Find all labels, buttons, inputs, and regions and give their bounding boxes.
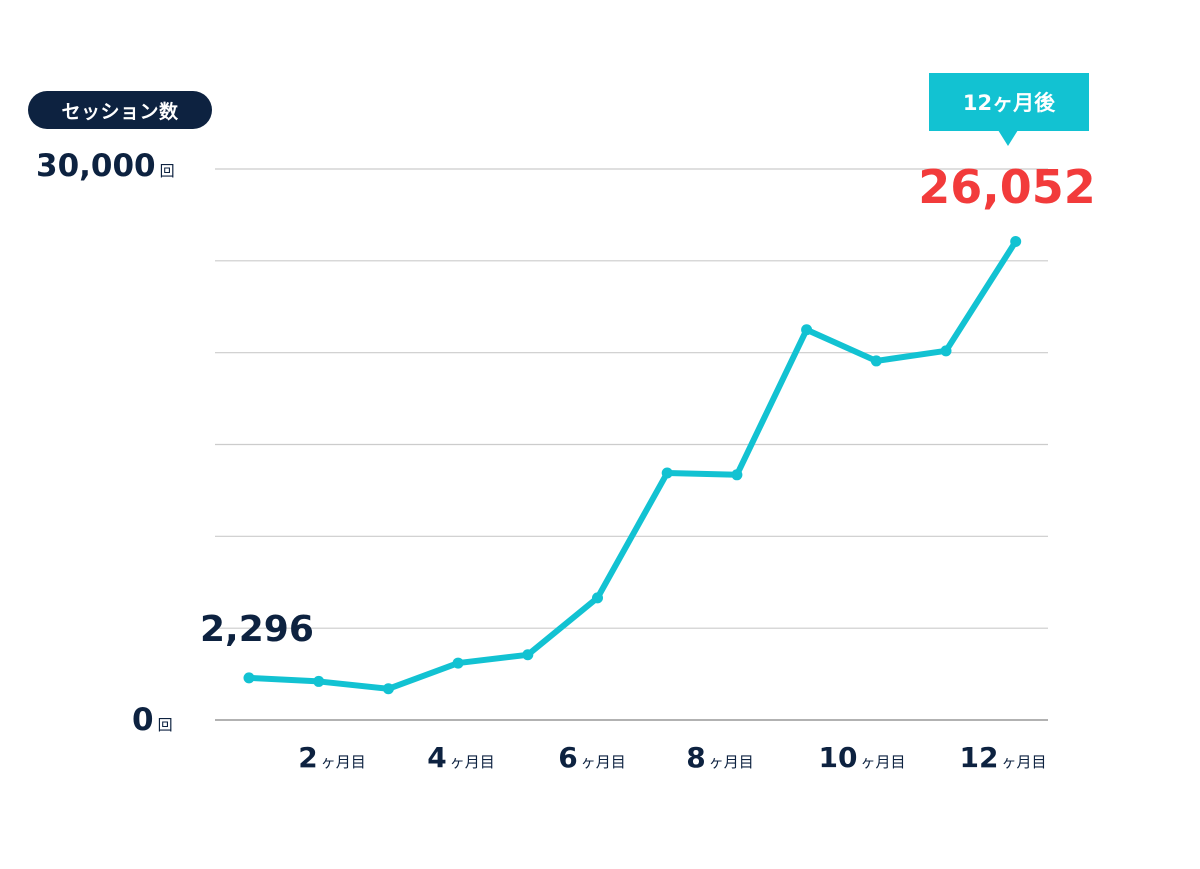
- x-tick-unit: ヶ月目: [708, 753, 754, 771]
- data-point: [870, 355, 882, 367]
- x-tick-unit: ヶ月目: [1001, 753, 1047, 771]
- data-point: [382, 683, 394, 695]
- end-value-label: 26,052: [918, 160, 1096, 214]
- start-value-label: 2,296: [200, 609, 314, 650]
- data-point: [1010, 236, 1022, 248]
- data-point: [243, 672, 255, 684]
- series-line: [246, 238, 1019, 692]
- data-point: [452, 657, 464, 669]
- y-tick-max-value: 30,000: [36, 148, 156, 184]
- data-point: [661, 467, 673, 479]
- data-point: [522, 649, 534, 661]
- x-tick-number: 8: [686, 741, 706, 774]
- x-tick-number: 10: [818, 741, 858, 774]
- y-tick-zero-value: 0: [132, 702, 154, 738]
- x-tick-label: 6 ヶ月目: [558, 741, 626, 774]
- data-point: [801, 324, 813, 336]
- y-tick-max-unit: 回: [159, 162, 175, 180]
- data-point: [940, 345, 952, 357]
- x-tick-label: 4 ヶ月目: [427, 741, 495, 774]
- x-tick-unit: ヶ月目: [320, 753, 366, 771]
- data-point: [313, 675, 325, 687]
- x-tick-number: 12: [959, 741, 999, 774]
- x-tick-label: 8 ヶ月目: [686, 741, 754, 774]
- x-tick-unit: ヶ月目: [449, 753, 495, 771]
- x-tick-unit: ヶ月目: [860, 753, 906, 771]
- x-tick-number: 6: [558, 741, 578, 774]
- x-tick-label: 2 ヶ月目: [298, 741, 366, 774]
- x-tick-label: 10 ヶ月目: [819, 741, 906, 774]
- end-callout: 12ヶ月後: [929, 73, 1089, 131]
- y-tick-zero-unit: 回: [157, 716, 173, 734]
- y-tick-max: 30,000 回: [36, 148, 175, 184]
- x-tick-number: 4: [427, 741, 447, 774]
- data-point: [592, 592, 603, 604]
- end-callout-pointer: [998, 130, 1018, 146]
- x-tick-label: 12 ヶ月目: [960, 741, 1047, 774]
- data-point: [731, 469, 743, 481]
- y-axis-title: セッション数: [28, 91, 212, 129]
- x-tick-number: 2: [298, 741, 318, 774]
- x-tick-unit: ヶ月目: [580, 753, 626, 771]
